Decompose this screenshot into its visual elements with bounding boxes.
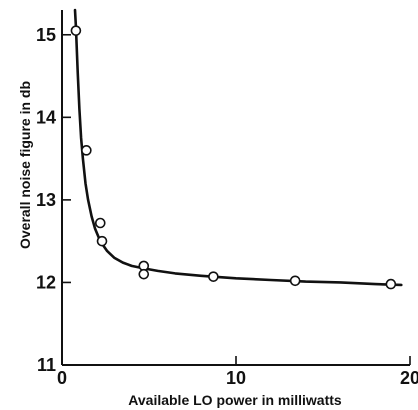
y-axis-title: Overall noise figure in db: [17, 81, 33, 249]
x-tick-label: 10: [226, 368, 246, 388]
data-point: [94, 217, 106, 229]
data-point: [81, 145, 92, 156]
data-point: [208, 271, 219, 282]
data-point: [70, 25, 82, 36]
data-point: [138, 268, 150, 280]
data-point: [289, 275, 301, 287]
data-point: [96, 235, 108, 247]
data-points-layer: [70, 25, 397, 290]
plot-axes: [61, 10, 410, 366]
axis-ticks: 0 10 20 11 12 13 14 15: [36, 25, 418, 388]
x-tick-label: 20: [400, 368, 418, 388]
y-tick-label: 15: [36, 25, 56, 45]
y-tick-label: 13: [36, 190, 56, 210]
y-tick-label: 11: [37, 355, 56, 375]
data-point: [385, 278, 397, 290]
y-tick-label: 12: [36, 272, 56, 292]
x-axis-title: Available LO power in milliwatts: [128, 392, 342, 408]
fitted-curve: [73, 8, 403, 287]
fitted-curve-layer: [73, 8, 403, 287]
x-tick-label: 0: [57, 368, 67, 388]
y-tick-label: 14: [36, 107, 56, 127]
